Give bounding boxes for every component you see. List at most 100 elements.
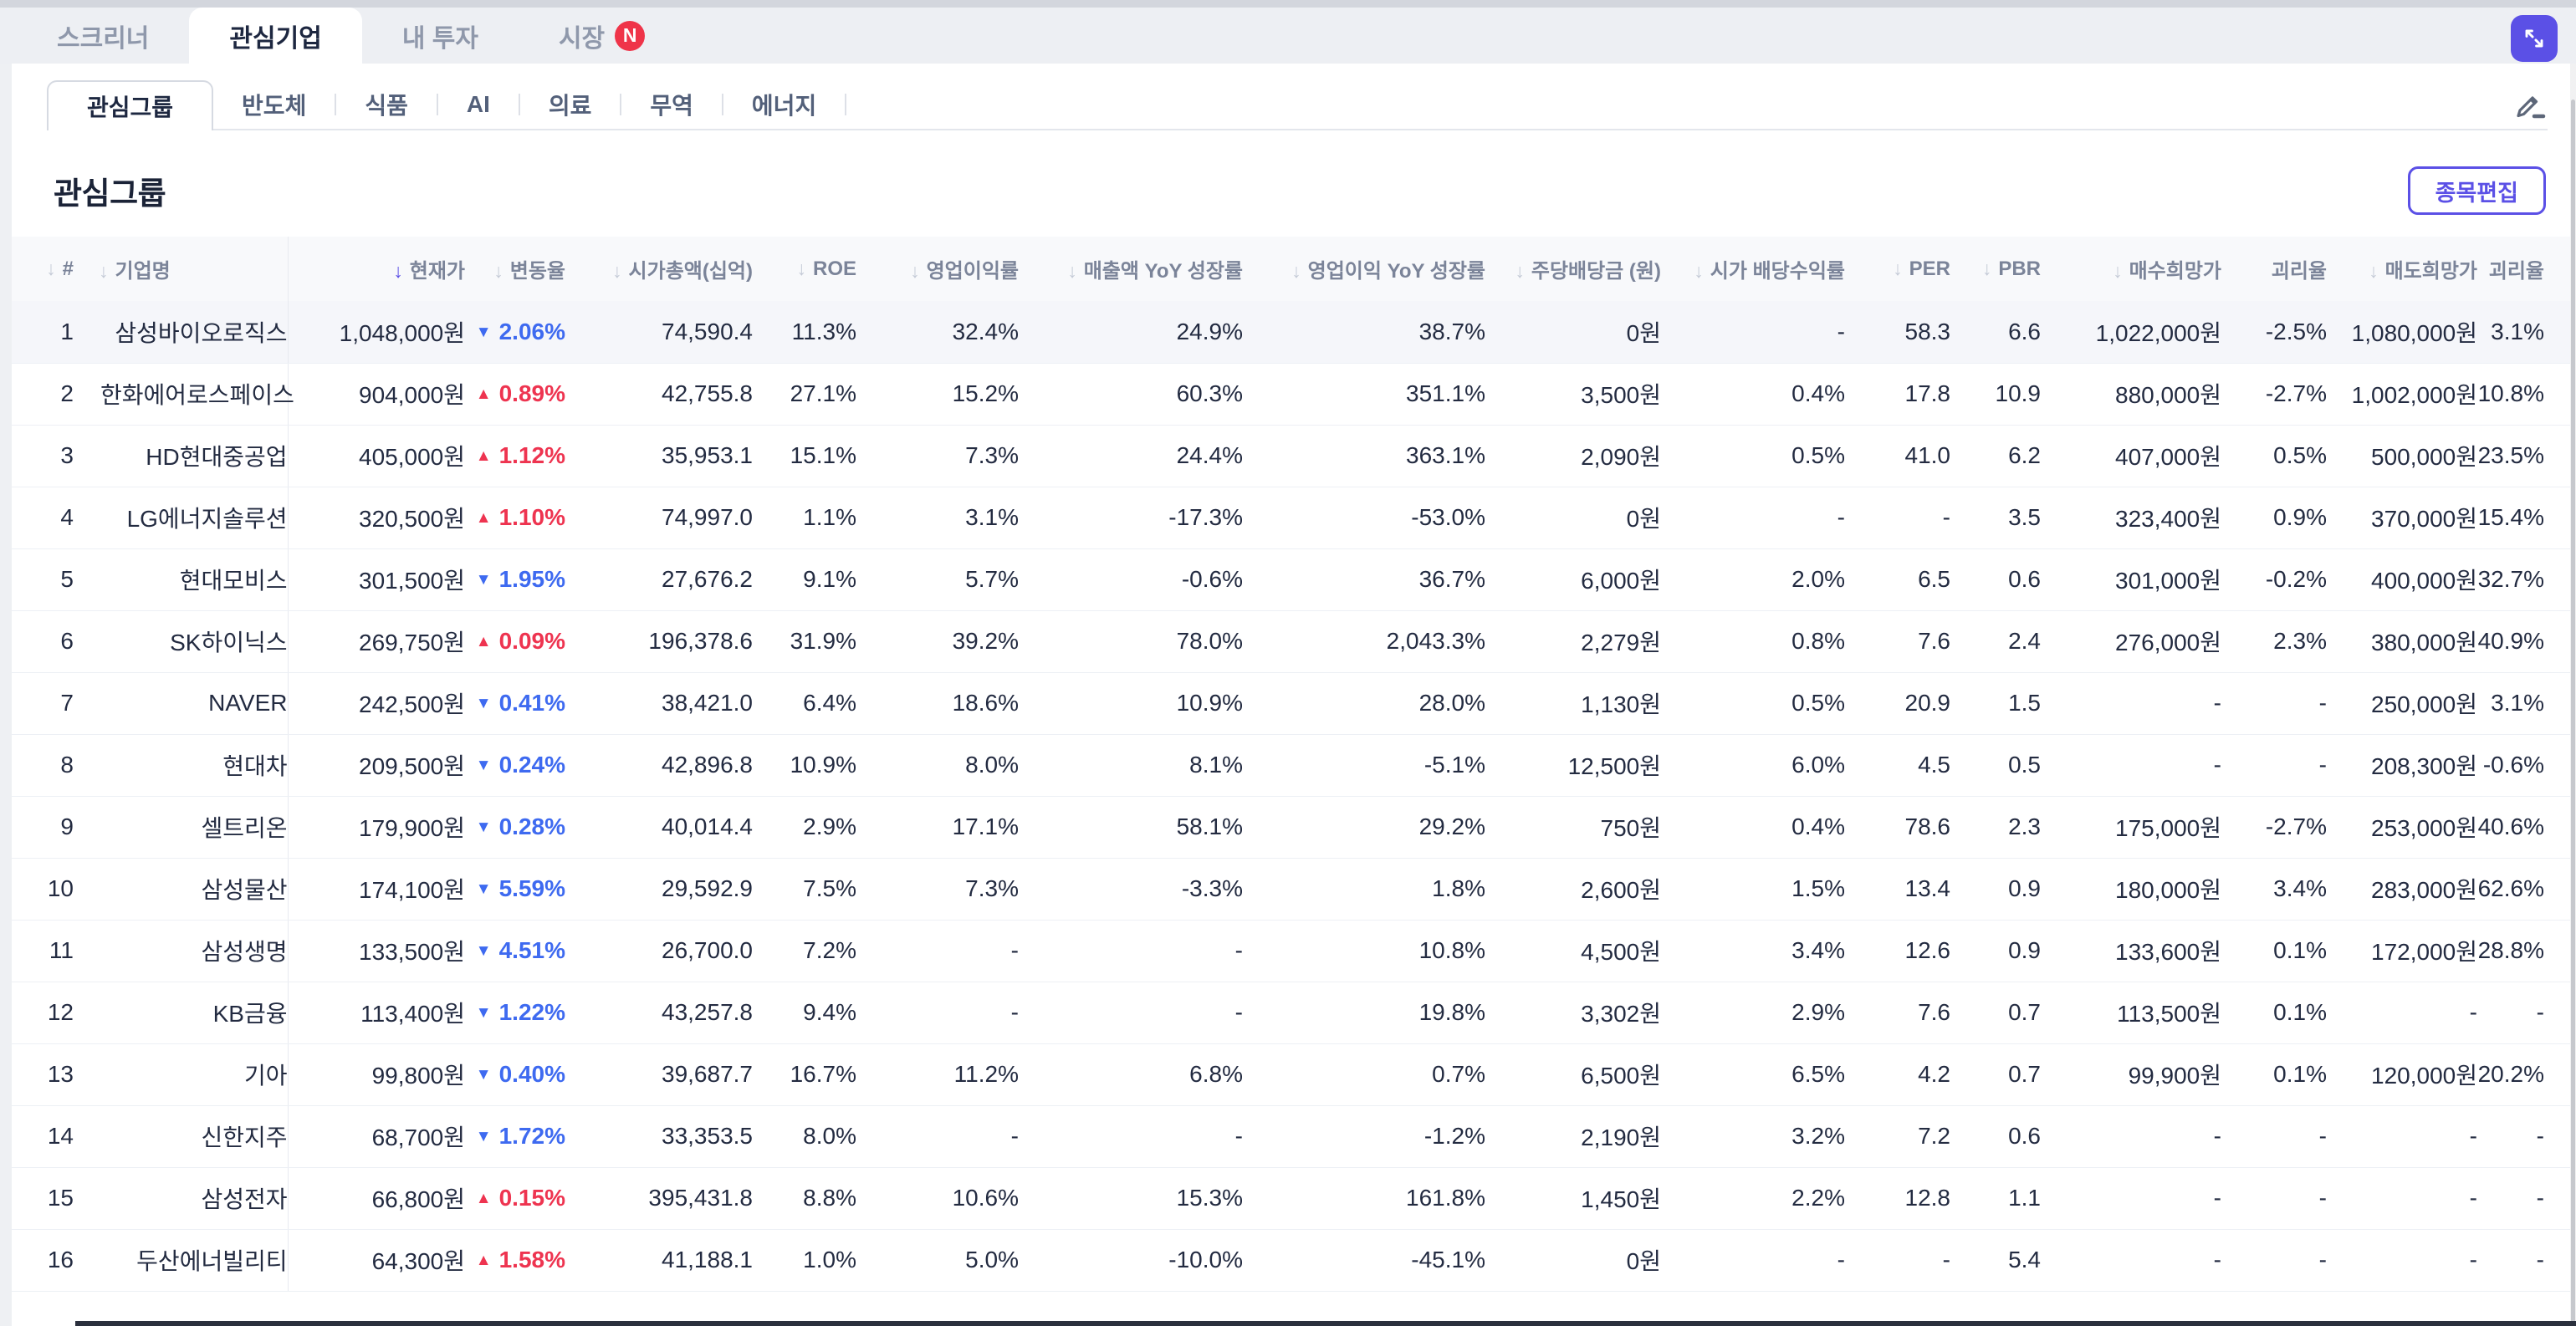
cell-sell-target-price[interactable]: 1,002,000원 bbox=[2327, 363, 2477, 426]
cell-company-name[interactable]: 삼성생명 bbox=[74, 920, 289, 982]
cell-company-name[interactable]: 신한지주 bbox=[74, 1105, 289, 1168]
cell-revenue-yoy-growth: -0.6% bbox=[1019, 548, 1243, 611]
cell-sell-target-price[interactable]: - bbox=[2327, 1229, 2477, 1292]
cell-sell-target-price[interactable]: 172,000원 bbox=[2327, 920, 2477, 982]
cell-company-name[interactable]: KB금융 bbox=[74, 982, 289, 1044]
cell-sell-target-price[interactable]: 370,000원 bbox=[2327, 487, 2477, 549]
cell-buy-target-price[interactable]: - bbox=[2041, 734, 2221, 797]
column-header-company-name[interactable]: ↓ 기업명 bbox=[74, 237, 289, 301]
cell-sell-target-price[interactable]: 253,000원 bbox=[2327, 796, 2477, 859]
cell-sell-target-price[interactable]: 250,000원 bbox=[2327, 672, 2477, 735]
cell-buy-target-price[interactable]: 1,022,000원 bbox=[2041, 301, 2221, 364]
cell-pbr: 10.9 bbox=[1950, 363, 2041, 426]
triangle-down-icon: ▼ bbox=[475, 571, 492, 589]
tab-screener[interactable]: 스크리너 bbox=[57, 24, 150, 53]
cell-buy-target-price[interactable]: 133,600원 bbox=[2041, 920, 2221, 982]
column-header-current-price[interactable]: ↓ 현재가 bbox=[288, 237, 465, 301]
tab-market[interactable]: 시장 N bbox=[519, 8, 685, 64]
column-header-revenue-yoy-growth[interactable]: ↓ 매출액 YoY 성장률 bbox=[1019, 237, 1243, 301]
cell-company-name[interactable]: NAVER bbox=[74, 672, 289, 735]
cell-dividend-per-share: 4,500원 bbox=[1485, 920, 1661, 982]
cell-operating-profit-yoy-growth: -1.2% bbox=[1243, 1105, 1485, 1168]
cell-dividend-yield: - bbox=[1661, 301, 1845, 364]
column-header-sell-gap-rate: 괴리율 bbox=[2477, 237, 2571, 301]
cell-buy-target-price[interactable]: 180,000원 bbox=[2041, 858, 2221, 921]
tab-separator bbox=[620, 94, 622, 115]
triangle-down-icon: ▼ bbox=[475, 1004, 492, 1022]
cell-sell-target-price[interactable]: 208,300원 bbox=[2327, 734, 2477, 797]
cell-sell-target-price[interactable]: - bbox=[2327, 982, 2477, 1044]
cell-sell-target-price[interactable]: 1,080,000원 bbox=[2327, 301, 2477, 364]
cell-sell-target-price[interactable]: 120,000원 bbox=[2327, 1043, 2477, 1106]
cell-company-name[interactable]: HD현대중공업 bbox=[74, 425, 289, 487]
change-percent: 0.24% bbox=[498, 752, 565, 778]
cell-change-rate: ▼ 4.51% bbox=[465, 920, 565, 982]
cell-dividend-yield: - bbox=[1661, 1229, 1845, 1292]
cell-change-rate: ▼ 5.59% bbox=[465, 858, 565, 921]
cell-buy-target-price[interactable]: - bbox=[2041, 1229, 2221, 1292]
cell-buy-target-price[interactable]: - bbox=[2041, 672, 2221, 735]
group-tab-energy[interactable]: 에너지 bbox=[751, 93, 817, 119]
group-tab-food[interactable]: 식품 bbox=[365, 93, 408, 119]
cell-sell-target-price[interactable]: - bbox=[2327, 1167, 2477, 1230]
edit-groups-pencil-icon[interactable] bbox=[2509, 85, 2548, 124]
column-label: 시가 배당수익률 bbox=[1710, 260, 1845, 283]
cell-company-name[interactable]: 기아 bbox=[74, 1043, 289, 1106]
expand-button[interactable] bbox=[2511, 15, 2558, 62]
column-header-market-cap[interactable]: ↓ 시가총액(십억) bbox=[565, 237, 753, 301]
column-header-sell-target-price[interactable]: ↓ 매도희망가 bbox=[2327, 237, 2477, 301]
cell-sell-target-price[interactable]: 380,000원 bbox=[2327, 610, 2477, 673]
cell-roe: 9.1% bbox=[753, 548, 856, 611]
column-header-dividend-yield[interactable]: ↓ 시가 배당수익률 bbox=[1661, 237, 1845, 301]
cell-buy-target-price[interactable]: 99,900원 bbox=[2041, 1043, 2221, 1106]
cell-sell-target-price[interactable]: 283,000원 bbox=[2327, 858, 2477, 921]
cell-sell-gap-rate: - bbox=[2477, 982, 2571, 1044]
cell-company-name[interactable]: 현대모비스 bbox=[74, 548, 289, 611]
cell-buy-target-price[interactable]: 276,000원 bbox=[2041, 610, 2221, 673]
cell-buy-target-price[interactable]: 175,000원 bbox=[2041, 796, 2221, 859]
cell-buy-target-price[interactable]: - bbox=[2041, 1105, 2221, 1168]
cell-sell-target-price[interactable]: - bbox=[2327, 1105, 2477, 1168]
cell-buy-target-price[interactable]: 301,000원 bbox=[2041, 548, 2221, 611]
cell-sell-target-price[interactable]: 500,000원 bbox=[2327, 425, 2477, 487]
cell-company-name[interactable]: 현대차 bbox=[74, 734, 289, 797]
cell-company-name[interactable]: LG에너지솔루션 bbox=[74, 487, 289, 549]
column-header-change-rate[interactable]: ↓ 변동율 bbox=[465, 237, 565, 301]
column-header-buy-target-price[interactable]: ↓ 매수희망가 bbox=[2041, 237, 2221, 301]
group-tab-favorites[interactable]: 관심그룹 bbox=[47, 80, 214, 130]
cell-buy-target-price[interactable]: 113,500원 bbox=[2041, 982, 2221, 1044]
cell-company-name[interactable]: 삼성바이오로직스 bbox=[74, 301, 289, 364]
edit-stocks-button[interactable]: 종목편집 bbox=[2407, 166, 2546, 215]
column-header-operating-margin[interactable]: ↓ 영업이익률 bbox=[856, 237, 1019, 301]
column-header-pbr[interactable]: ↓ PBR bbox=[1950, 237, 2041, 301]
scrollbar-thumb[interactable] bbox=[2571, 99, 2575, 1326]
column-header-per[interactable]: ↓ PER bbox=[1845, 237, 1950, 301]
column-header-row-number[interactable]: ↓ # bbox=[12, 237, 74, 301]
group-tab-ai[interactable]: AI bbox=[466, 91, 490, 117]
cell-operating-profit-yoy-growth: -5.1% bbox=[1243, 734, 1485, 797]
cell-buy-target-price[interactable]: 880,000원 bbox=[2041, 363, 2221, 426]
group-tab-medical[interactable]: 의료 bbox=[548, 93, 592, 119]
group-tab-trade[interactable]: 무역 bbox=[650, 93, 693, 119]
cell-company-name[interactable]: 두산에너빌리티 bbox=[74, 1229, 289, 1292]
column-label: 괴리율 bbox=[2271, 260, 2327, 283]
cell-buy-target-price[interactable]: 323,400원 bbox=[2041, 487, 2221, 549]
column-header-roe[interactable]: ↓ ROE bbox=[753, 237, 856, 301]
cell-company-name[interactable]: 셀트리온 bbox=[74, 796, 289, 859]
cell-buy-target-price[interactable]: 407,000원 bbox=[2041, 425, 2221, 487]
vertical-scrollbar[interactable] bbox=[2570, 8, 2576, 1326]
column-header-dividend-per-share[interactable]: ↓ 주당배당금 (원) bbox=[1485, 237, 1661, 301]
group-tab-semiconductor[interactable]: 반도체 bbox=[242, 93, 307, 119]
cell-sell-target-price[interactable]: 400,000원 bbox=[2327, 548, 2477, 611]
cell-buy-target-price[interactable]: - bbox=[2041, 1167, 2221, 1230]
tab-watchlist[interactable]: 관심기업 bbox=[189, 8, 362, 64]
cell-company-name[interactable]: SK하이닉스 bbox=[74, 610, 289, 673]
cell-operating-margin: 15.2% bbox=[856, 363, 1019, 426]
tab-my-investments[interactable]: 내 투자 bbox=[401, 24, 478, 53]
cell-company-name[interactable]: 삼성전자 bbox=[74, 1167, 289, 1230]
cell-dividend-per-share: 2,190원 bbox=[1485, 1105, 1661, 1168]
column-header-operating-profit-yoy-growth[interactable]: ↓ 영업이익 YoY 성장률 bbox=[1243, 237, 1485, 301]
cell-company-name[interactable]: 한화에어로스페이스 bbox=[74, 363, 294, 426]
cell-company-name[interactable]: 삼성물산 bbox=[74, 858, 289, 921]
cell-pbr: 0.9 bbox=[1950, 858, 2041, 921]
